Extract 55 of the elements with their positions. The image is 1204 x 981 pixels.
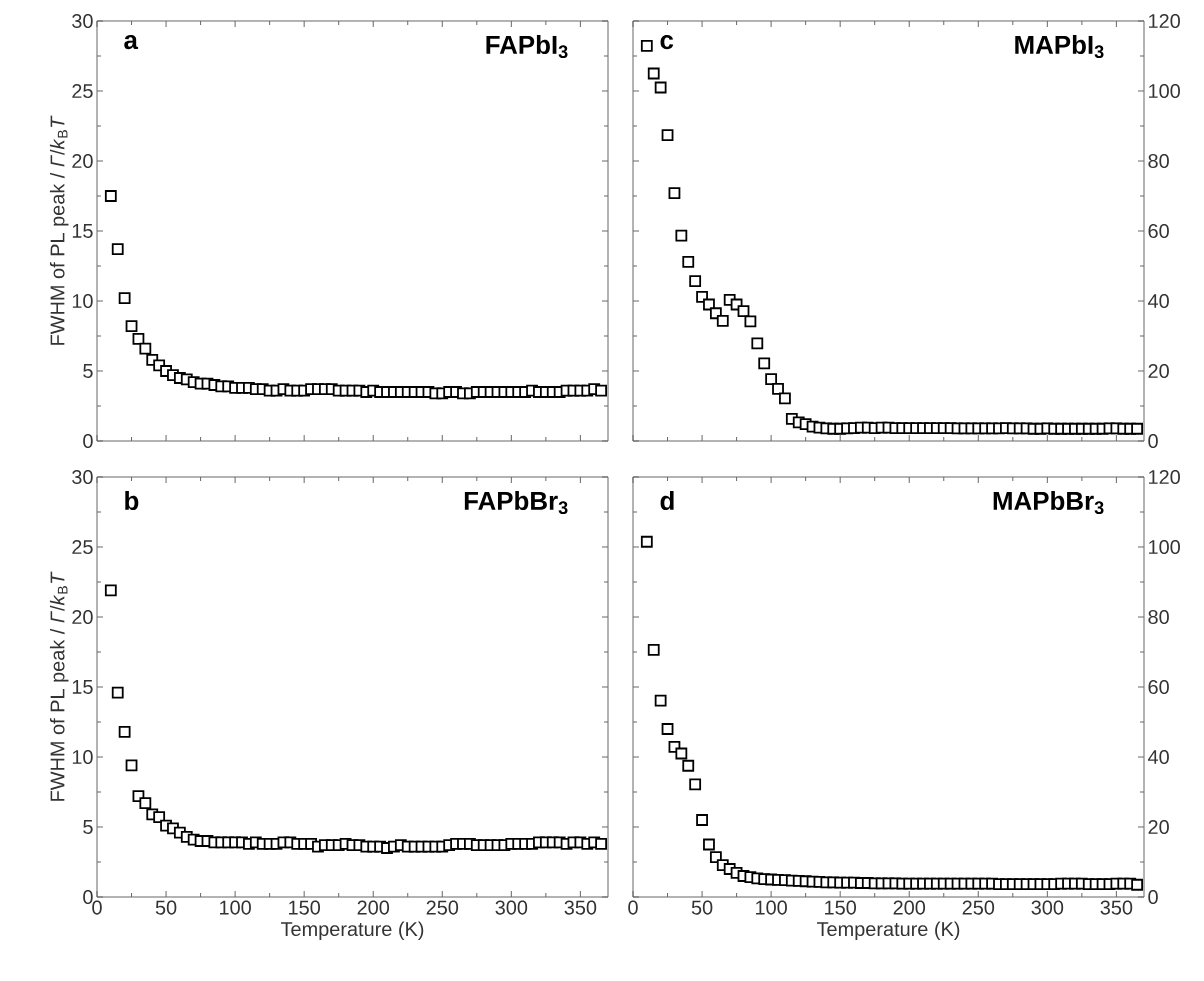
- y-tick-label: 5: [83, 364, 93, 378]
- y-tick-label: 40: [1147, 293, 1169, 309]
- x-tick-label: 250: [962, 900, 995, 915]
- y-tick-label: 0: [83, 889, 93, 905]
- annotation: d: [660, 491, 674, 511]
- y-tick-label: 25: [72, 83, 93, 99]
- y-tick-label: 20: [1148, 363, 1169, 379]
- y-tick-label: 120: [1149, 469, 1180, 485]
- y-tick-label: 60: [1148, 679, 1169, 695]
- chart-title: FAPbBr$_{3}$: [464, 491, 568, 515]
- y-tick-label: 60: [1148, 223, 1169, 239]
- annotation: b: [125, 491, 139, 511]
- x-tick-label: 250: [426, 900, 459, 915]
- x-tick-label: 200: [893, 900, 926, 915]
- x-tick-label: 50: [691, 900, 713, 915]
- y-tick-label: 0: [1148, 889, 1158, 905]
- y-tick-label: 100: [1149, 83, 1180, 99]
- x-axis-title: Temperature (K): [280, 921, 424, 941]
- y-tick-label: 120: [1149, 13, 1180, 29]
- annotation: a: [124, 35, 139, 50]
- x-tick-label: 350: [1100, 900, 1133, 915]
- chart-title: MAPbI$_{3}$: [1015, 35, 1104, 59]
- y-tick-label: 30: [72, 469, 93, 485]
- y-tick-label: 20: [1148, 819, 1169, 835]
- y-tick-label: 0: [1148, 433, 1158, 449]
- x-tick-label: 350: [564, 900, 597, 915]
- x-tick-label: 150: [825, 900, 857, 915]
- x-tick-label: 200: [357, 900, 390, 915]
- x-tick-label: 300: [1031, 900, 1064, 915]
- x-tick-label: 50: [155, 900, 177, 915]
- annotation: c: [660, 35, 674, 50]
- y-tick-label: 20: [72, 153, 93, 169]
- y-tick-label: 10: [72, 749, 93, 765]
- x-tick-label: 100: [220, 900, 251, 915]
- y-axis-title: FWHM of PL peak / Γ/k$_{B}$T: [49, 571, 69, 801]
- y-tick-label: 80: [1148, 609, 1169, 625]
- x-tick-label: 0: [628, 900, 638, 915]
- y-tick-label: 10: [72, 293, 93, 309]
- y-tick-label: 25: [72, 539, 93, 555]
- y-tick-label: 15: [72, 680, 93, 694]
- chart-title: MAPbBr$_{3}$: [993, 491, 1104, 515]
- y-tick-label: 80: [1148, 153, 1169, 169]
- y-tick-label: 15: [72, 224, 93, 238]
- x-tick-label: 150: [289, 900, 320, 915]
- x-tick-label: 300: [495, 900, 528, 915]
- y-tick-label: 40: [1147, 749, 1169, 765]
- y-tick-label: 5: [83, 820, 93, 834]
- y-tick-label: 30: [72, 13, 93, 29]
- x-axis-title: Temperature (K): [816, 921, 960, 941]
- y-axis-title: FWHM of PL peak / Γ/k$_{B}$T: [49, 115, 69, 345]
- y-tick-label: 20: [72, 609, 93, 625]
- x-tick-label: 100: [756, 900, 787, 915]
- chart-title: FAPbI$_{3}$: [486, 35, 568, 59]
- y-tick-label: 0: [83, 433, 93, 449]
- y-tick-label: 100: [1149, 539, 1180, 555]
